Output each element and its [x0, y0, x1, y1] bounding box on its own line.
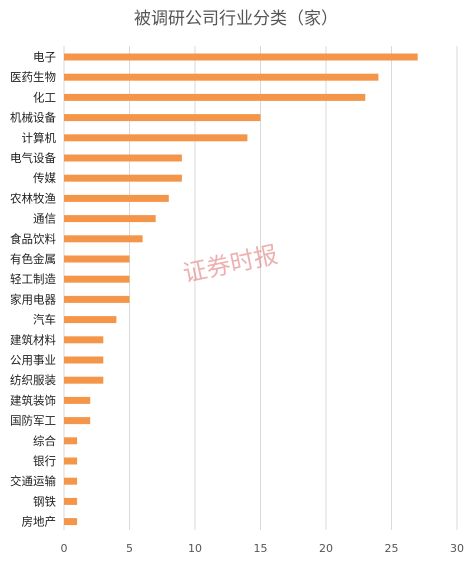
x-tick-label: 10	[188, 542, 202, 555]
bar	[64, 53, 418, 61]
bar	[64, 477, 78, 485]
bar	[64, 215, 156, 223]
x-tick-label: 0	[61, 542, 68, 555]
category-label: 综合	[33, 434, 56, 448]
bar	[64, 437, 78, 445]
bar	[64, 275, 130, 283]
bar	[64, 73, 379, 81]
category-label: 公用事业	[10, 353, 56, 367]
category-label: 国防军工	[10, 414, 56, 428]
bar	[64, 356, 104, 364]
bar	[64, 194, 169, 202]
category-label: 银行	[33, 454, 56, 468]
category-label: 建筑装饰	[10, 393, 56, 407]
chart-title: 被调研公司行业分类（家）	[134, 9, 338, 29]
category-label: 汽车	[33, 313, 56, 327]
bar	[64, 417, 91, 425]
bar	[64, 295, 130, 303]
category-label: 农林牧渔	[10, 191, 56, 205]
category-label: 食品饮料	[10, 232, 56, 246]
bar	[64, 457, 78, 465]
category-label: 化工	[33, 90, 56, 104]
category-label: 传媒	[33, 171, 56, 185]
bar	[64, 497, 78, 505]
category-label: 钢铁	[33, 494, 56, 508]
x-tick-label: 5	[126, 542, 133, 555]
bar	[64, 316, 117, 324]
category-labels: 电子医药生物化工机械设备计算机电气设备传媒农林牧渔通信食品饮料有色金属轻工制造家…	[10, 50, 56, 529]
category-label: 有色金属	[10, 252, 56, 266]
category-label: 建筑材料	[10, 333, 56, 347]
bar	[64, 518, 78, 526]
category-label: 纺织服装	[10, 373, 56, 387]
bar	[64, 174, 182, 182]
category-label: 机械设备	[10, 111, 56, 125]
x-tick-label: 15	[254, 542, 268, 555]
x-tick-label: 25	[385, 542, 399, 555]
bar	[64, 134, 248, 142]
bar	[64, 235, 143, 243]
category-label: 交通运输	[10, 474, 56, 488]
category-label: 计算机	[22, 131, 57, 145]
bar	[64, 114, 261, 122]
category-label: 医药生物	[10, 70, 56, 84]
category-label: 电子	[33, 50, 56, 64]
x-tick-label: 20	[319, 542, 333, 555]
category-label: 家用电器	[10, 292, 56, 306]
bar	[64, 336, 104, 344]
bar	[64, 154, 182, 162]
bar	[64, 376, 104, 384]
grid-lines	[63, 46, 458, 530]
bar	[64, 255, 130, 263]
bar	[64, 93, 366, 101]
x-tick-label: 30	[450, 542, 464, 555]
category-label: 房地产	[22, 515, 57, 529]
category-label: 轻工制造	[10, 272, 56, 286]
category-label: 电气设备	[10, 151, 56, 165]
bar	[64, 396, 91, 404]
bars-group	[64, 53, 418, 526]
category-label: 通信	[33, 212, 56, 226]
x-tick-labels: 0 5 10 15 20 25 30	[61, 542, 465, 555]
